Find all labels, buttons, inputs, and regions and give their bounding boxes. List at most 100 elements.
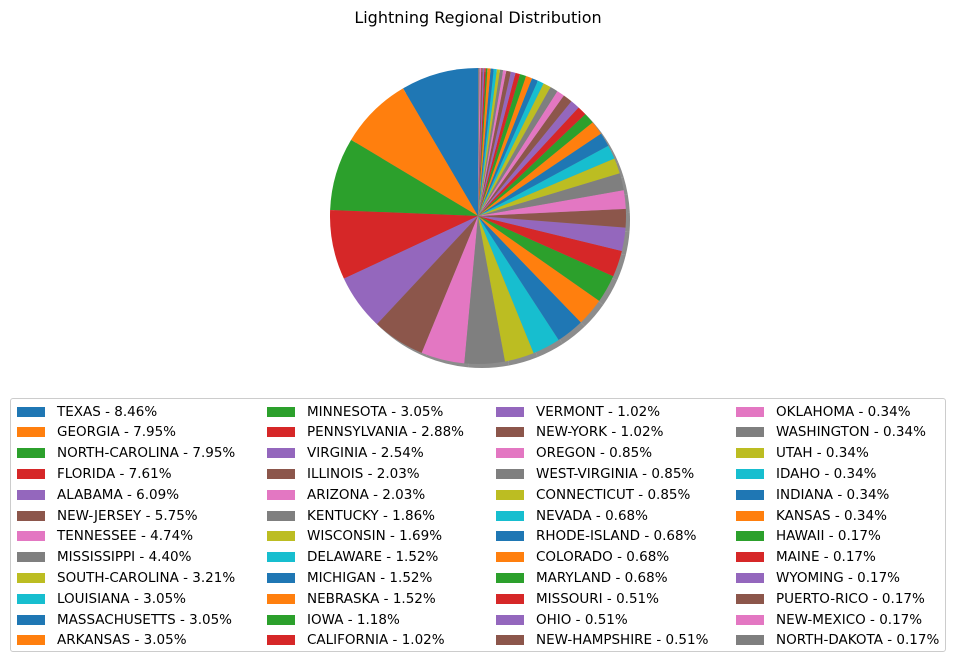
legend-item: PENNSYLVANIA - 2.88% (267, 422, 464, 443)
pie-slice (478, 216, 534, 362)
pie-slice (478, 71, 516, 216)
pie-slice (478, 68, 486, 216)
legend-swatch (496, 572, 524, 583)
pie-chart (329, 68, 631, 369)
legend-label: MICHIGAN - 1.52% (307, 569, 433, 586)
legend-label: PENNSYLVANIA - 2.88% (307, 424, 464, 441)
legend-label: NEVADA - 0.68% (536, 507, 648, 524)
pie-slice (478, 216, 600, 323)
legend-label: KANSAS - 0.34% (776, 507, 887, 524)
pie-slice (478, 78, 538, 217)
pie-slice (478, 95, 572, 216)
legend-swatch (17, 635, 45, 646)
legend-swatch (496, 489, 524, 500)
pie-slice (478, 68, 494, 216)
legend-item: NEVADA - 0.68% (496, 505, 648, 526)
legend-item: NEW-YORK - 1.02% (496, 422, 663, 443)
legend-item: NEBRASKA - 1.52% (267, 588, 436, 609)
legend-swatch (736, 635, 764, 646)
legend-swatch (496, 552, 524, 563)
legend-label: WYOMING - 0.17% (776, 569, 901, 586)
legend-swatch (267, 614, 295, 625)
pie-slice (478, 216, 626, 251)
pie-slice (330, 139, 478, 216)
pie-slice (478, 74, 527, 216)
legend-label: VIRGINIA - 2.54% (307, 445, 424, 462)
legend-swatch (736, 489, 764, 500)
legend-swatch (736, 448, 764, 459)
legend-item: WYOMING - 0.17% (736, 567, 900, 588)
pie-slice (478, 158, 620, 216)
legend-item: TEXAS - 8.46% (17, 401, 157, 422)
pie-slice (351, 88, 478, 216)
legend-swatch (17, 448, 45, 459)
legend-label: IDAHO - 0.34% (776, 465, 877, 482)
legend-label: PUERTO-RICO - 0.17% (776, 590, 925, 607)
legend-label: NORTH-DAKOTA - 0.17% (776, 632, 940, 649)
legend-item: OHIO - 0.51% (496, 609, 628, 630)
legend-label: ILLINOIS - 2.03% (307, 465, 420, 482)
legend-item: IDAHO - 0.34% (736, 463, 877, 484)
pie-slice (478, 68, 491, 216)
legend-item: NORTH-CAROLINA - 7.95% (17, 443, 235, 464)
legend-item: DELAWARE - 1.52% (267, 547, 438, 568)
legend-label: NEW-HAMPSHIRE - 0.51% (536, 632, 709, 649)
legend-swatch (267, 427, 295, 438)
legend-swatch (496, 427, 524, 438)
legend-label: COLORADO - 0.68% (536, 549, 670, 566)
legend-swatch (496, 593, 524, 604)
legend-item: KANSAS - 0.34% (736, 505, 887, 526)
legend-item: ARIZONA - 2.03% (267, 484, 425, 505)
legend-label: KENTUCKY - 1.86% (307, 507, 435, 524)
pie-slice (478, 216, 614, 301)
legend-swatch (267, 552, 295, 563)
legend-swatch (17, 468, 45, 479)
pie-slice (478, 68, 480, 216)
pie-slices (329, 68, 627, 365)
legend-swatch (736, 427, 764, 438)
legend-label: OREGON - 0.85% (536, 445, 653, 462)
legend-swatch (17, 572, 45, 583)
legend-label: MAINE - 0.17% (776, 549, 876, 566)
legend-swatch (496, 614, 524, 625)
legend-swatch (17, 427, 45, 438)
pie-slice (478, 87, 558, 216)
legend-swatch (17, 593, 45, 604)
legend-label: ARKANSAS - 3.05% (57, 632, 187, 649)
legend-item: MINNESOTA - 3.05% (267, 401, 443, 422)
legend-label: NEW-MEXICO - 0.17% (776, 611, 923, 628)
legend-label: MISSISSIPPI - 4.40% (57, 549, 192, 566)
legend-swatch (496, 531, 524, 542)
legend-item: OKLAHOMA - 0.34% (736, 401, 911, 422)
legend-item: MARYLAND - 0.68% (496, 567, 668, 588)
legend-item: RHODE-ISLAND - 0.68% (496, 526, 696, 547)
legend-swatch (267, 635, 295, 646)
legend-label: WEST-VIRGINIA - 0.85% (536, 465, 695, 482)
legend-label: MARYLAND - 0.68% (536, 569, 668, 586)
legend-item: LOUISIANA - 3.05% (17, 588, 186, 609)
legend-item: KENTUCKY - 1.86% (267, 505, 435, 526)
legend-label: LOUISIANA - 3.05% (57, 590, 186, 607)
legend-label: VERMONT - 1.02% (536, 403, 661, 420)
pie-slice (478, 216, 559, 354)
legend-item: MISSISSIPPI - 4.40% (17, 547, 191, 568)
legend-swatch (736, 614, 764, 625)
legend-item: MAINE - 0.17% (736, 547, 876, 568)
legend-item: IOWA - 1.18% (267, 609, 400, 630)
legend-swatch (267, 406, 295, 417)
legend-item: CONNECTICUT - 0.85% (496, 484, 690, 505)
pie-slice (376, 216, 478, 353)
legend-label: GEORGIA - 7.95% (57, 424, 177, 441)
pie-slice (478, 133, 609, 216)
legend-item: COLORADO - 0.68% (496, 547, 669, 568)
legend-label: NORTH-CAROLINA - 7.95% (57, 445, 236, 462)
legend-label: FLORIDA - 7.61% (57, 465, 172, 482)
legend-item: NEW-HAMPSHIRE - 0.51% (496, 630, 708, 651)
pie-slice (478, 208, 627, 228)
legend-item: WASHINGTON - 0.34% (736, 422, 926, 443)
legend-item: OREGON - 0.85% (496, 443, 652, 464)
legend-label: CALIFORNIA - 1.02% (307, 632, 445, 649)
legend-item: TENNESSEE - 4.74% (17, 526, 193, 547)
legend-item: MISSOURI - 0.51% (496, 588, 659, 609)
pie-slice (403, 68, 478, 216)
